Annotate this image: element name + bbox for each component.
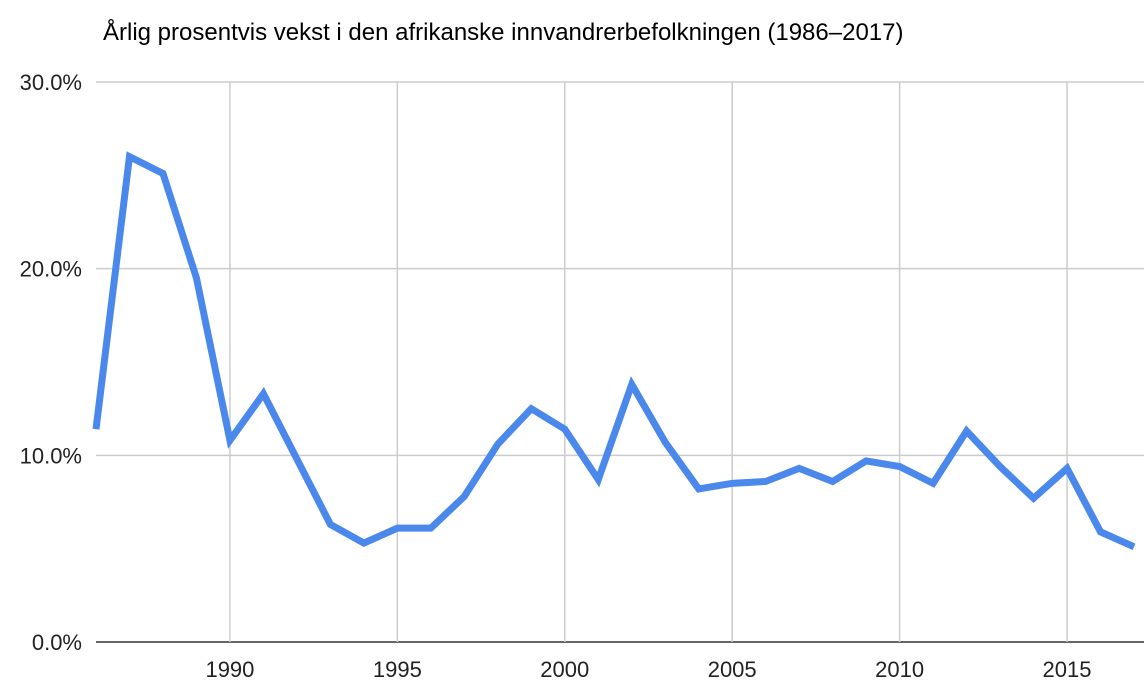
x-tick-label: 2015 xyxy=(1043,657,1092,682)
y-tick-label: 10.0% xyxy=(20,443,82,468)
y-axis-ticks: 0.0% 10.0% 20.0% 30.0% xyxy=(20,70,82,655)
x-axis-ticks: 1990 1995 2000 2005 2010 2015 xyxy=(205,657,1091,682)
x-tick-label: 2010 xyxy=(875,657,924,682)
y-tick-label: 0.0% xyxy=(32,630,82,655)
chart-title: Årlig prosentvis vekst i den afrikanske … xyxy=(103,18,903,46)
y-tick-label: 20.0% xyxy=(20,257,82,282)
x-tick-label: 2000 xyxy=(540,657,589,682)
series-group xyxy=(92,151,1136,550)
x-tick-label: 2005 xyxy=(708,657,757,682)
series-line xyxy=(92,151,1136,550)
y-tick-label: 30.0% xyxy=(20,70,82,95)
x-tick-label: 1995 xyxy=(373,657,422,682)
gridlines xyxy=(96,81,1144,643)
x-tick-label: 1990 xyxy=(205,657,254,682)
